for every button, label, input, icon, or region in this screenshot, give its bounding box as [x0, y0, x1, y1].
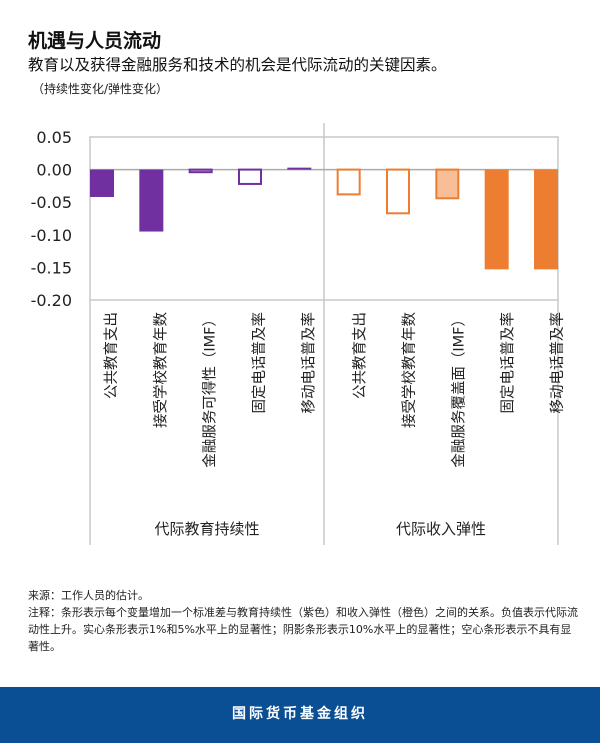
bar	[139, 169, 164, 232]
source-note: 来源：工作人员的估计。	[28, 589, 149, 602]
y-tick-label: -0.15	[31, 258, 72, 277]
chart-subtitle: 教育以及获得金融服务和技术的机会是代际流动的关键因素。	[28, 56, 447, 74]
bar	[238, 168, 262, 185]
explanatory-note: 注释：条形表示每个变量增加一个标准差与教育持续性（紫色）和收入弹性（橙色）之间的…	[28, 606, 578, 653]
unit-label: （持续性变化/弹性变化）	[32, 82, 169, 96]
bar	[534, 169, 558, 270]
group-label: 代际收入弹性	[396, 520, 486, 538]
y-tick-label: -0.05	[31, 193, 72, 212]
x-tick-label: 金融服务可得性（IMF）	[202, 312, 219, 468]
x-tick-label: 公共教育支出	[103, 312, 120, 399]
x-tick-label: 接受学校教育年数	[152, 312, 169, 428]
bar	[90, 169, 114, 197]
chart-title: 机遇与人员流动	[28, 30, 162, 52]
group-label: 代际教育持续性	[154, 520, 259, 538]
x-tick-label: 金融服务覆盖面（IMF）	[450, 312, 467, 468]
y-tick-label: 0.05	[36, 128, 72, 147]
x-tick-label: 移动电话普及率	[300, 312, 317, 414]
x-tick-label: 移动电话普及率	[549, 312, 566, 414]
bar	[484, 169, 509, 270]
y-tick-label: -0.10	[31, 226, 72, 245]
y-tick-label: -0.20	[31, 291, 72, 310]
bar	[188, 168, 213, 174]
notes: 来源：工作人员的估计。 注释：条形表示每个变量增加一个标准差与教育持续性（紫色）…	[28, 587, 578, 655]
bar	[386, 168, 410, 215]
bar	[287, 167, 312, 170]
x-tick-label: 固定电话普及率	[251, 312, 268, 414]
bar	[336, 168, 361, 196]
footer-org: 国际货币基金组织	[0, 687, 600, 743]
bar	[435, 168, 460, 200]
x-tick-label: 接受学校教育年数	[401, 312, 418, 428]
y-tick-label: 0.00	[36, 161, 72, 180]
bar-chart: 0.05 0.00 -0.05 -0.10 -0.15 -0.20 公共教育支出 接受学校教育…	[31, 123, 566, 545]
x-tick-label: 公共教育支出	[352, 312, 369, 399]
x-tick-label: 固定电话普及率	[500, 312, 517, 414]
